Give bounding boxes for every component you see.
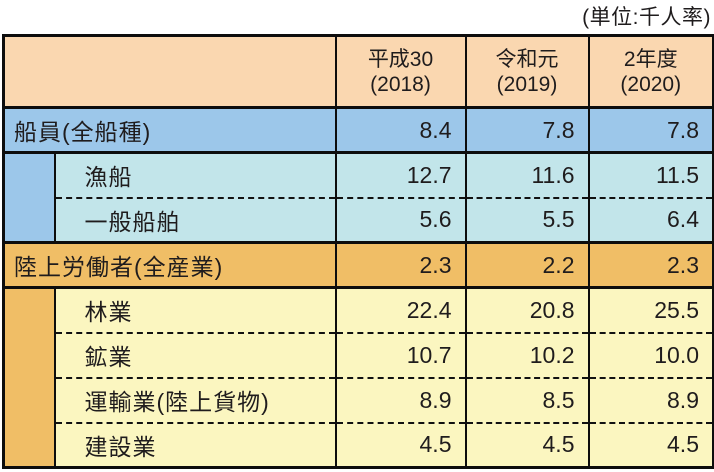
cell-value: 7.8 xyxy=(587,106,714,154)
header-year: (2019) xyxy=(496,72,558,96)
cell-value: 12.7 xyxy=(334,152,467,198)
cell-value: 10.2 xyxy=(464,331,590,378)
cell-value: 10.7 xyxy=(334,331,467,378)
header-era: 平成30 xyxy=(367,47,434,71)
row-label: 陸上労働者(全産業) xyxy=(3,241,337,289)
table-header-row: 平成30 (2018) 令和元 (2019) 2年度 (2020) xyxy=(3,35,714,109)
accident-rate-table: 平成30 (2018) 令和元 (2019) 2年度 (2020) 船員(全船種… xyxy=(2,34,714,469)
cell-value: 7.8 xyxy=(464,106,590,154)
cell-value: 11.6 xyxy=(464,152,590,198)
header-col-2019: 令和元 (2019) xyxy=(464,35,590,109)
cell-value: 11.5 xyxy=(587,152,714,198)
header-col-2018: 平成30 (2018) xyxy=(334,35,467,109)
cell-value: 2.3 xyxy=(587,241,714,289)
unit-note: (単位:千人率) xyxy=(582,6,711,29)
row-label: 船員(全船種) xyxy=(3,106,337,154)
table-row-forestry: 林業 22.4 20.8 25.5 xyxy=(3,287,714,468)
row-label: 鉱業 xyxy=(54,331,337,378)
cell-value: 20.8 xyxy=(464,287,590,333)
table-row-land-workers: 陸上労働者(全産業) 2.3 2.2 2.3 xyxy=(3,241,714,289)
cell-value: 10.0 xyxy=(587,331,714,378)
cell-value: 4.5 xyxy=(587,421,714,468)
header-year: (2020) xyxy=(620,72,682,96)
cell-value: 5.6 xyxy=(334,196,467,243)
table-row-general-ships: 一般船舶 5.6 5.5 6.4 xyxy=(4,196,714,243)
row-label: 建設業 xyxy=(54,421,337,468)
header-era: 令和元 xyxy=(495,47,559,71)
table-row-construction: 建設業 4.5 4.5 4.5 xyxy=(4,421,714,468)
cell-value: 8.5 xyxy=(464,376,590,423)
row-label: 運輸業(陸上貨物) xyxy=(54,376,337,423)
table-row-transport: 運輸業(陸上貨物) 8.9 8.5 8.9 xyxy=(4,376,714,423)
header-era: 2年度 xyxy=(623,47,678,71)
land-group-stripe xyxy=(3,287,56,468)
row-label: 林業 xyxy=(54,287,337,333)
table-row-seafarers: 船員(全船種) 8.4 7.8 7.8 xyxy=(3,106,714,154)
cell-value: 8.9 xyxy=(587,376,714,423)
cell-value: 2.2 xyxy=(464,241,590,289)
cell-value: 22.4 xyxy=(334,287,467,333)
cell-value: 8.9 xyxy=(334,376,467,423)
cell-value: 4.5 xyxy=(464,421,590,468)
table-row-fishing-vessels: 漁船 12.7 11.6 11.5 xyxy=(3,152,714,243)
cell-value: 5.5 xyxy=(464,196,590,243)
table-row-mining: 鉱業 10.7 10.2 10.0 xyxy=(4,331,714,378)
cell-value: 6.4 xyxy=(587,196,714,243)
seafarer-group-stripe xyxy=(3,152,56,243)
cell-value: 8.4 xyxy=(334,106,467,154)
cell-value: 2.3 xyxy=(334,241,467,289)
cell-value: 4.5 xyxy=(334,421,467,468)
row-label: 一般船舶 xyxy=(54,196,337,243)
header-year: (2018) xyxy=(370,72,431,96)
cell-value: 25.5 xyxy=(587,287,714,333)
header-col-2020: 2年度 (2020) xyxy=(587,35,714,109)
row-label: 漁船 xyxy=(54,152,337,198)
header-corner-cell xyxy=(3,35,337,109)
